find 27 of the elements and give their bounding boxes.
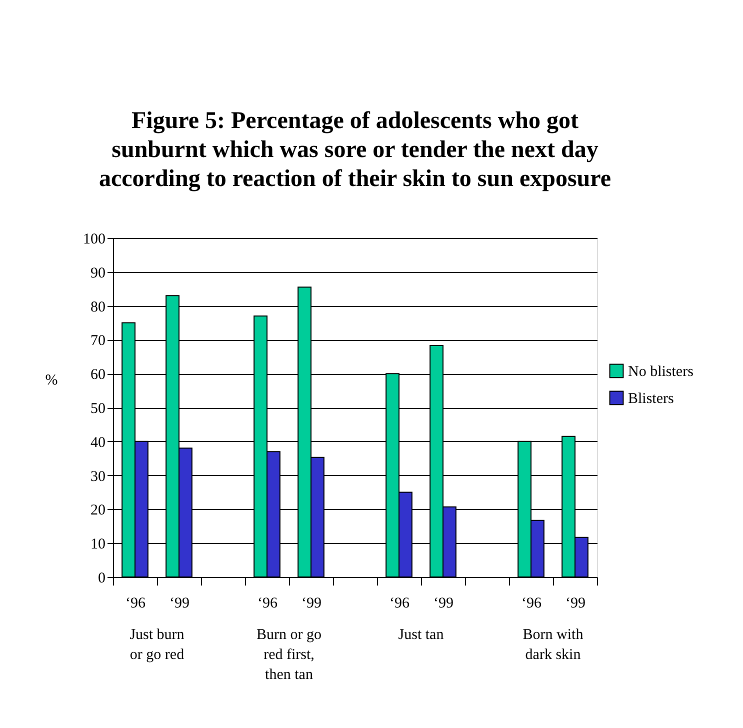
y-tick-label: 70 (90, 333, 106, 350)
text: Just burn or go red (130, 627, 185, 663)
x-tick-label: ‘96 (126, 596, 146, 612)
text: Born with dark skin (522, 627, 584, 663)
y-axis-title: % (45, 372, 58, 389)
chart-title: Figure 5: Percentage of adolescents who got sunburnt which was sore or tender the next day according to reaction of their skin to sun exposure (98, 108, 612, 192)
x-tick-label: ‘99 (566, 596, 586, 612)
legend-label: Blisters (628, 390, 674, 407)
y-tick-label: 30 (90, 468, 106, 485)
x-tick-label: ‘96 (522, 596, 542, 612)
y-tick-label: 80 (90, 299, 106, 316)
y-tick-label: 10 (90, 536, 106, 553)
y-tick-label: 100 (83, 232, 106, 248)
text: Just tan (398, 627, 444, 643)
text: Burn or go red first, then tan (256, 627, 322, 683)
y-tick-label: 60 (90, 367, 106, 384)
y-tick-label: 90 (90, 265, 106, 282)
x-tick-label: ‘96 (390, 596, 410, 612)
x-tick-label: ‘96 (258, 596, 278, 612)
x-tick-label: ‘99 (302, 596, 322, 612)
y-tick-label: 0 (98, 570, 106, 586)
x-tick-label: ‘99 (434, 596, 454, 612)
legend-label: No blisters (628, 364, 694, 380)
x-tick-label: ‘99 (170, 596, 190, 612)
y-tick-label: 20 (90, 502, 106, 519)
y-tick-label: 40 (90, 434, 106, 451)
y-tick-label: 50 (90, 401, 106, 417)
